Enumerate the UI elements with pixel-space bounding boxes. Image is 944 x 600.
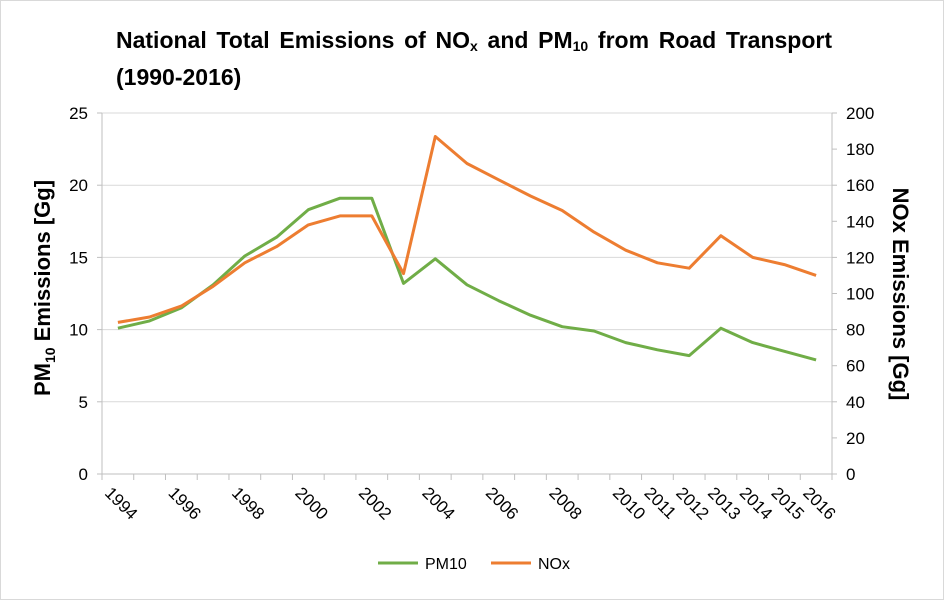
y-left-tick-label: 10	[69, 321, 88, 340]
y-right-tick-label: 40	[846, 393, 865, 412]
y-right-tick-label: 180	[846, 140, 874, 159]
y-right-tick-label: 200	[846, 104, 874, 123]
x-tick-label: 2010	[609, 483, 649, 523]
title-text-1: National Total Emissions of NO	[116, 27, 471, 53]
x-tick-label: 2002	[355, 483, 395, 523]
y-right-tick-label: 20	[846, 429, 865, 448]
x-axis-ticks: 1994 1996 1998 2000 2002 2004 2006 2008 20102011…	[101, 474, 839, 524]
legend-label-nox: NOx	[538, 556, 570, 573]
y-right-tick-label: 0	[846, 465, 855, 484]
y-right-tick-label: 60	[846, 357, 865, 376]
legend: PM10 NOx	[378, 556, 570, 573]
y-left-tick-label: 5	[79, 393, 88, 412]
chart-title: National Total Emissions of NOx and PM10…	[116, 22, 832, 96]
x-tick-label: 2004	[418, 483, 458, 523]
x-tick-label: 2008	[545, 483, 585, 523]
legend-label-pm10: PM10	[425, 556, 467, 573]
y-left-tick-label: 25	[69, 104, 88, 123]
series-lines	[117, 135, 817, 362]
y-right-tick-label: 80	[846, 321, 865, 340]
title-text-3: from Road Transport (1990-2016)	[116, 27, 832, 90]
x-tick-label: 2000	[291, 483, 331, 523]
title-sub-2: 10	[572, 38, 589, 54]
series-line-nox	[117, 135, 817, 324]
right-axis-ticks: 0 20 40 60 80 100 120 140 160 180 200	[832, 104, 874, 484]
y-left-tick-label: 15	[69, 248, 88, 267]
x-tick-label: 1994	[101, 483, 141, 523]
y-right-tick-label: 120	[846, 248, 874, 267]
axes	[101, 113, 833, 475]
left-axis-ticks: 0 5 10 15 20 25	[69, 104, 102, 484]
y-right-tick-label: 140	[846, 212, 874, 231]
x-tick-label: 1998	[228, 483, 268, 523]
series-line-pm10	[117, 196, 817, 362]
x-tick-label: 2015	[768, 483, 808, 523]
x-tick-label: 2013	[704, 483, 744, 523]
y-left-axis-title: PM10 Emissions [Gg]	[30, 180, 58, 396]
x-tick-label: 2012	[672, 483, 712, 523]
y-left-tick-label: 20	[69, 176, 88, 195]
title-sub-1: x	[470, 38, 478, 54]
x-tick-label: 2006	[482, 483, 522, 523]
y-right-tick-label: 160	[846, 176, 874, 195]
x-tick-label: 1996	[165, 483, 205, 523]
y-left-tick-label: 0	[79, 465, 88, 484]
x-tick-label: 2016	[799, 483, 839, 523]
gridlines	[102, 112, 832, 403]
y-right-tick-label: 100	[846, 285, 874, 304]
x-tick-label: 2014	[736, 483, 776, 523]
y-right-axis-title: NOx Emissions [Gg]	[888, 188, 913, 401]
x-tick-label: 2011	[641, 483, 680, 522]
title-text-2: and PM	[477, 27, 573, 53]
